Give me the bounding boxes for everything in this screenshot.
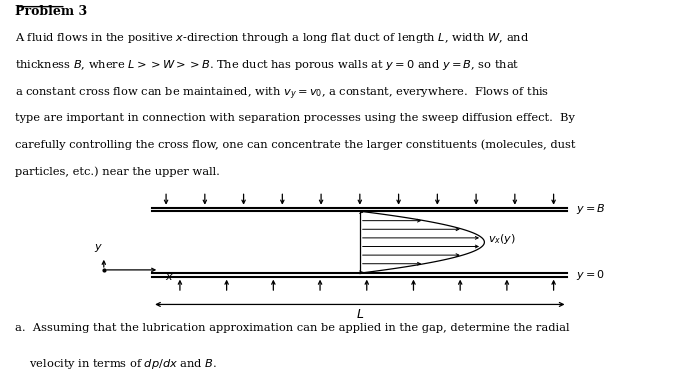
Text: a.  Assuming that the lubrication approximation can be applied in the gap, deter: a. Assuming that the lubrication approxi…: [15, 323, 570, 333]
Text: $y = 0$: $y = 0$: [576, 268, 605, 282]
Text: A fluid flows in the positive $x$-direction through a long flat duct of length $: A fluid flows in the positive $x$-direct…: [15, 31, 529, 45]
Text: thickness $B$, where $L >> W >> B$. The duct has porous walls at $y = 0$ and $y : thickness $B$, where $L >> W >> B$. The …: [15, 59, 520, 73]
Text: type are important in connection with separation processes using the sweep diffu: type are important in connection with se…: [15, 113, 575, 123]
Text: particles, etc.) near the upper wall.: particles, etc.) near the upper wall.: [15, 167, 220, 177]
Text: Problem 3: Problem 3: [15, 5, 87, 18]
Text: $L$: $L$: [356, 308, 364, 321]
Text: a constant cross flow can be maintained, with $v_y = v_0$, a constant, everywher: a constant cross flow can be maintained,…: [15, 85, 549, 102]
Text: velocity in terms of $dp/dx$ and $B$.: velocity in terms of $dp/dx$ and $B$.: [15, 357, 217, 371]
Text: carefully controlling the cross flow, one can concentrate the larger constituent: carefully controlling the cross flow, on…: [15, 140, 576, 150]
Text: $y$: $y$: [94, 242, 102, 255]
Text: $x$: $x$: [165, 272, 174, 282]
Text: $v_x(y)$: $v_x(y)$: [488, 232, 516, 246]
Text: $y = B$: $y = B$: [576, 203, 606, 217]
